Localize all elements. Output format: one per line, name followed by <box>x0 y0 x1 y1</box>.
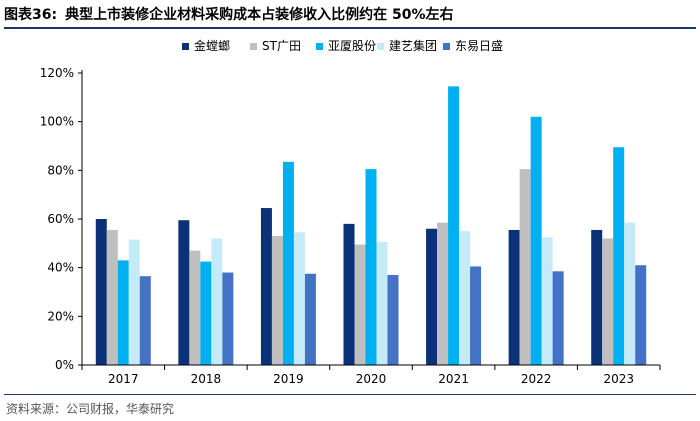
legend-label-1: ST广田 <box>262 39 301 53</box>
legend-swatch-1 <box>250 43 257 50</box>
y-tick-label-6: 120% <box>40 66 74 80</box>
bar-2017-3 <box>128 239 140 365</box>
x-tick-label-2019: 2019 <box>273 372 304 386</box>
y-tick-label-0: 0% <box>55 358 74 372</box>
footer-divider <box>4 394 696 395</box>
x-axis: 2017 2018 2019 2020 2021 2022 2023 <box>81 364 661 386</box>
bar-2022-4 <box>552 271 564 365</box>
legend-label-2: 亚厦股份 <box>328 39 376 53</box>
bar-2021-0 <box>426 228 438 365</box>
bar-2021-2 <box>448 86 460 365</box>
y-tick-label-1: 20% <box>47 309 74 323</box>
bar-2017-0 <box>95 219 107 365</box>
y-axis: 0% 20% 40% 60% 80% 100% 120% <box>40 66 83 372</box>
bar-2020-4 <box>387 274 399 365</box>
chart-title: 典型上市装修企业材料采购成本占装修收入比例约在 50%左右 <box>65 7 454 23</box>
bar-2018-1 <box>189 250 201 365</box>
bar-2018-0 <box>178 220 190 365</box>
bar-2020-2 <box>365 169 377 365</box>
x-tick-label-2022: 2022 <box>521 372 552 386</box>
chart-legend: 金螳螂 ST广田 亚厦股份 建艺集团 东易日盛 <box>182 38 503 53</box>
bar-2022-2 <box>530 116 542 365</box>
legend-swatch-4 <box>443 43 450 50</box>
bar-2019-4 <box>304 273 316 365</box>
x-tick-label-2020: 2020 <box>356 372 387 386</box>
bar-series-group <box>95 86 647 365</box>
y-tick-label-4: 80% <box>47 163 74 177</box>
bar-2022-3 <box>541 237 553 365</box>
x-tick-label-2018: 2018 <box>191 372 222 386</box>
bar-2017-1 <box>106 229 118 365</box>
bar-2019-2 <box>282 161 294 365</box>
bar-chart: 金螳螂 ST广田 亚厦股份 建艺集团 东易日盛 0% 20% 40% 60% 80% 100% 12… <box>40 38 661 386</box>
bar-2023-2 <box>613 147 625 365</box>
legend-swatch-3 <box>377 43 384 50</box>
y-tick-label-3: 60% <box>47 212 74 226</box>
bar-2017-2 <box>117 260 129 365</box>
bar-2019-0 <box>260 208 272 365</box>
bar-2023-1 <box>602 238 614 365</box>
bar-2019-3 <box>293 232 305 365</box>
x-tick-label-2023: 2023 <box>603 372 634 386</box>
chart-title-bar: 图表36: 典型上市装修企业材料采购成本占装修收入比例约在 50%左右 <box>4 2 696 26</box>
bar-2021-3 <box>459 231 471 365</box>
legend-swatch-0 <box>182 43 189 50</box>
legend-swatch-2 <box>316 43 323 50</box>
y-tick-label-5: 100% <box>40 115 74 129</box>
source-note: 资料来源：公司财报，华泰研究 <box>6 402 175 416</box>
chart-area: 金螳螂 ST广田 亚厦股份 建艺集团 东易日盛 0% 20% 40% 60% 80% 100% 12… <box>0 29 700 391</box>
bar-2019-1 <box>271 236 283 365</box>
bar-2022-0 <box>508 229 520 365</box>
bar-2021-1 <box>437 222 449 365</box>
x-tick-label-2017: 2017 <box>108 372 139 386</box>
legend-label-3: 建艺集团 <box>389 38 437 53</box>
bar-2020-3 <box>376 242 388 365</box>
figure-label: 图表36: <box>4 7 58 23</box>
bar-2020-1 <box>354 244 366 365</box>
bar-2023-0 <box>591 229 603 365</box>
bar-2022-1 <box>519 169 531 365</box>
bar-2018-4 <box>222 272 234 365</box>
bar-2018-3 <box>211 238 223 365</box>
bar-2017-4 <box>139 276 151 365</box>
y-tick-label-2: 40% <box>47 261 74 275</box>
bar-2018-2 <box>200 261 212 365</box>
x-tick-label-2021: 2021 <box>438 372 469 386</box>
legend-label-0: 金螳螂 <box>194 38 230 53</box>
bar-2023-3 <box>624 222 636 365</box>
title-divider <box>4 27 696 29</box>
bar-2020-0 <box>343 223 355 365</box>
bar-2023-4 <box>635 265 647 365</box>
legend-label-4: 东易日盛 <box>455 38 503 53</box>
bar-2021-4 <box>470 266 482 365</box>
